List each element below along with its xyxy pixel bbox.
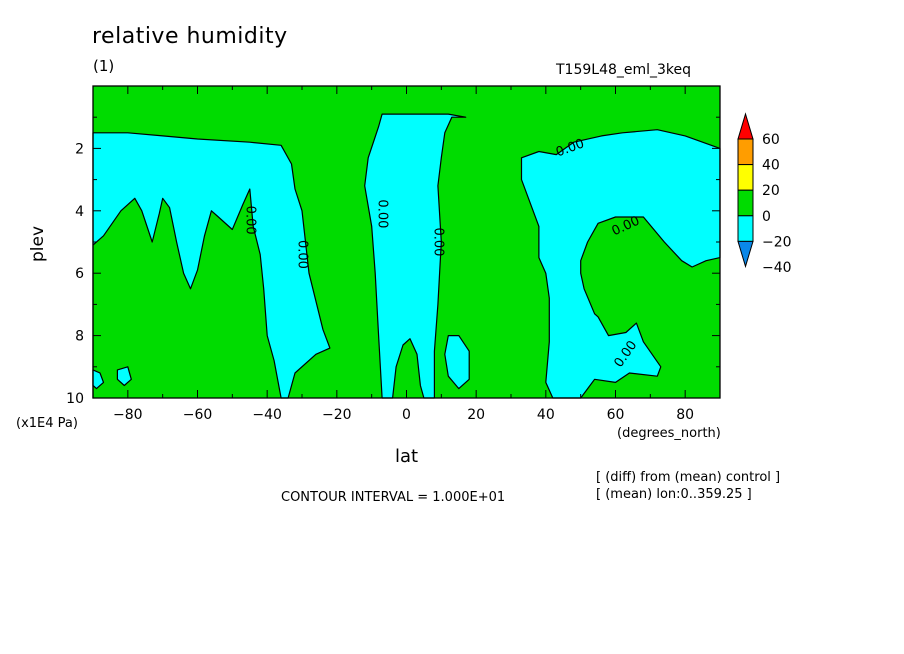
y-tick-label: 2 [75,141,84,157]
colorbar-label: −40 [762,260,792,276]
x-axis-label: lat [395,446,419,467]
x-tick-label: 40 [537,407,555,423]
colorbar-top-arrow [737,112,754,140]
panel-label: (1) [93,57,115,75]
x-tick-label: 20 [467,407,485,423]
x-tick-label: −80 [113,407,143,423]
x-tick-label: 0 [402,407,411,423]
x-axis-unit: (degrees_north) [617,426,721,441]
equatorial-negative [364,113,467,399]
x-tick-label: 80 [676,407,694,423]
y-tick-label: 10 [66,391,84,407]
x-tick-label: 60 [607,407,625,423]
colorbar-label: 60 [762,132,780,148]
colorbar-label: 20 [762,183,780,199]
contour-interval: CONTOUR INTERVAL = 1.000E+01 [281,490,506,505]
y-tick-label: 6 [75,266,84,282]
colorbar-segment [737,138,754,166]
contour-label: 0.00 [295,240,310,269]
contour-label: 0.00 [242,206,257,235]
colorbar-label: 0 [762,209,771,225]
plot-title: relative humidity [92,24,288,49]
southern-small-island-negative [116,366,132,387]
northern-hemisphere-negative [520,129,721,399]
diff-note: [ (diff) from (mean) control ] [596,470,781,485]
experiment-label: T159L48_eml_3keq [556,62,692,78]
x-tick-label: −20 [322,407,352,423]
contour-label: 0.00 [430,228,445,257]
y-axis-unit: (x1E4 Pa) [16,416,78,431]
colorbar-label: 40 [762,158,780,174]
y-axis-label: plev [28,225,48,262]
southern-hemisphere-negative [92,132,331,399]
colorbar-bottom-arrow [737,240,754,269]
y-tick-label: 4 [75,204,84,220]
mean-note: [ (mean) lon:0..359.25 ] [596,487,752,502]
equatorial-island-negative [444,335,470,390]
colorbar-segment [737,215,754,242]
colorbar-segment [737,164,754,191]
y-tick-label: 8 [75,329,84,345]
colorbar-segment [737,189,754,217]
x-tick-label: −60 [183,407,213,423]
x-tick-label: −40 [252,407,282,423]
colorbar-label: −20 [762,234,792,250]
contour-label: 0.00 [375,199,390,228]
